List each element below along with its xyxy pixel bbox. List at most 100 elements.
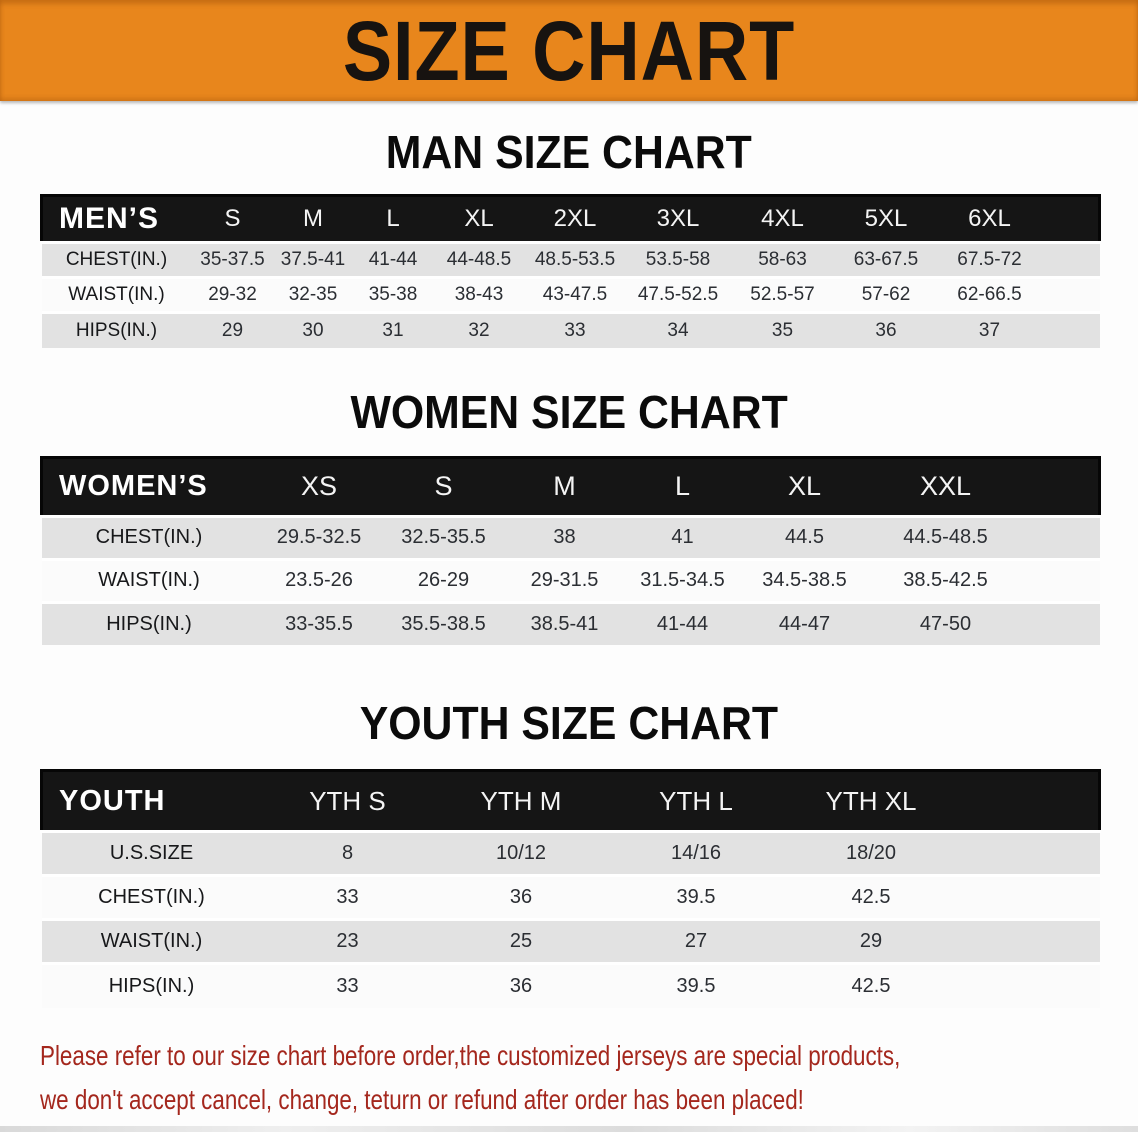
youth-size-table: YOUTH YTH S YTH M YTH L YTH XL U.S.SIZE 8 10/12… [40,769,1101,1008]
size-value: 38 [505,514,624,559]
measurement-label: U.S.SIZE [41,830,262,876]
size-value: 42.5 [783,874,959,920]
size-value: 53.5-58 [625,241,731,278]
row-filler-cell [958,874,1100,920]
measurement-label: CHEST(IN.) [41,241,192,278]
size-value: 36 [433,962,609,1008]
measurement-label: WAIST(IN.) [41,276,192,313]
size-value: 35 [730,311,835,348]
size-value: 38.5-41 [505,600,624,645]
size-value: 27 [608,918,784,964]
size-value: 32-35 [273,276,353,313]
measurement-label: HIPS(IN.) [41,962,262,1008]
banner: SIZE CHART [0,0,1138,101]
size-value: 44.5-48.5 [867,514,1024,559]
measurement-label: HIPS(IN.) [41,311,192,348]
size-value: 31 [352,311,434,348]
size-value: 43-47.5 [524,276,626,313]
row-filler-cell [1023,557,1100,602]
table-corner-label: WOMEN’S [41,457,257,516]
size-column-header: 2XL [524,195,626,243]
table-row: CHEST(IN.) 29.5-32.5 32.5-35.5 38 41 44.5 44.5… [41,514,1100,559]
size-value: 29 [191,311,274,348]
size-value: 44-47 [741,600,868,645]
size-value: 63-67.5 [834,241,938,278]
table-corner-label: YOUTH [41,770,262,832]
measurement-label: HIPS(IN.) [41,600,257,645]
size-column-header: 3XL [625,195,731,243]
measurement-label: CHEST(IN.) [41,514,257,559]
size-column-header: L [352,195,434,243]
size-column-header: 6XL [937,195,1042,243]
size-column-header: XS [256,457,382,516]
row-filler-cell [1041,311,1100,348]
size-column-header: YTH S [261,770,434,832]
size-value: 41-44 [623,600,742,645]
size-value: 32.5-35.5 [381,514,506,559]
measurement-label: WAIST(IN.) [41,918,262,964]
table-row: CHEST(IN.) 33 36 39.5 42.5 [41,874,1100,920]
table-row: HIPS(IN.) 33 36 39.5 42.5 [41,962,1100,1008]
size-value: 23.5-26 [256,557,382,602]
row-filler-cell [958,962,1100,1008]
size-value: 26-29 [381,557,506,602]
size-column-header: M [273,195,353,243]
size-value: 33 [261,874,434,920]
size-value: 33-35.5 [256,600,382,645]
measurement-label: CHEST(IN.) [41,874,262,920]
size-value: 41-44 [352,241,434,278]
table-row: HIPS(IN.) 33-35.5 35.5-38.5 38.5-41 41-44 44-… [41,600,1100,645]
size-value: 14/16 [608,830,784,876]
size-column-header: 5XL [834,195,938,243]
size-value: 33 [261,962,434,1008]
table-row: WAIST(IN.) 23.5-26 26-29 29-31.5 31.5-34.5 34… [41,557,1100,602]
size-value: 25 [433,918,609,964]
size-value: 10/12 [433,830,609,876]
size-value: 8 [261,830,434,876]
size-value: 62-66.5 [937,276,1042,313]
size-value: 48.5-53.5 [524,241,626,278]
size-value: 44-48.5 [433,241,525,278]
size-value: 38.5-42.5 [867,557,1024,602]
size-value: 33 [524,311,626,348]
size-value: 35-38 [352,276,434,313]
youth-size-section: YOUTH SIZE CHART YOUTH YTH S YTH M YTH L YTH… [0,699,1138,1008]
size-value: 34 [625,311,731,348]
header-filler-cell [1023,457,1100,516]
youth-section-heading: YOUTH SIZE CHART [359,697,779,749]
size-value: 37 [937,311,1042,348]
row-filler-cell [1041,276,1100,313]
size-column-header: S [381,457,506,516]
table-header-row: MEN’S S M L XL 2XL 3XL 4XL 5XL 6XL [41,195,1100,243]
size-value: 29.5-32.5 [256,514,382,559]
size-value: 39.5 [608,874,784,920]
size-column-header: XL [433,195,525,243]
page-title-text: SIZE CHART [342,3,796,98]
table-row: U.S.SIZE 8 10/12 14/16 18/20 [41,830,1100,876]
size-value: 52.5-57 [730,276,835,313]
size-value: 44.5 [741,514,868,559]
size-value: 31.5-34.5 [623,557,742,602]
women-size-section: WOMEN SIZE CHART WOMEN’S XS S M L XL XXL CHEST(… [0,388,1138,645]
size-value: 67.5-72 [937,241,1042,278]
size-column-header: S [191,195,274,243]
women-size-table: WOMEN’S XS S M L XL XXL CHEST(IN.) 29.5-32.5 32.5… [40,456,1101,645]
disclaimer-line-1: Please refer to our size chart before or… [40,1039,901,1071]
size-value: 37.5-41 [273,241,353,278]
table-header-row: WOMEN’S XS S M L XL XXL [41,457,1100,516]
man-size-section: MAN SIZE CHART MEN’S S M L XL 2XL 3XL 4XL 5XL 6XL… [0,128,1138,348]
table-row: HIPS(IN.) 29 30 31 32 33 34 35 36 37 [41,311,1100,348]
size-value: 29-31.5 [505,557,624,602]
row-filler-cell [1041,241,1100,278]
table-row: CHEST(IN.) 35-37.5 37.5-41 41-44 44-48.5 48.5… [41,241,1100,278]
header-filler-cell [1041,195,1100,243]
size-value: 18/20 [783,830,959,876]
man-size-table: MEN’S S M L XL 2XL 3XL 4XL 5XL 6XL CHEST(IN.) 35-37… [40,194,1101,348]
size-value: 23 [261,918,434,964]
table-row: WAIST(IN.) 23 25 27 29 [41,918,1100,964]
row-filler-cell [1023,600,1100,645]
row-filler-cell [1023,514,1100,559]
table-row: WAIST(IN.) 29-32 32-35 35-38 38-43 43-47.5 47.… [41,276,1100,313]
size-value: 47-50 [867,600,1024,645]
